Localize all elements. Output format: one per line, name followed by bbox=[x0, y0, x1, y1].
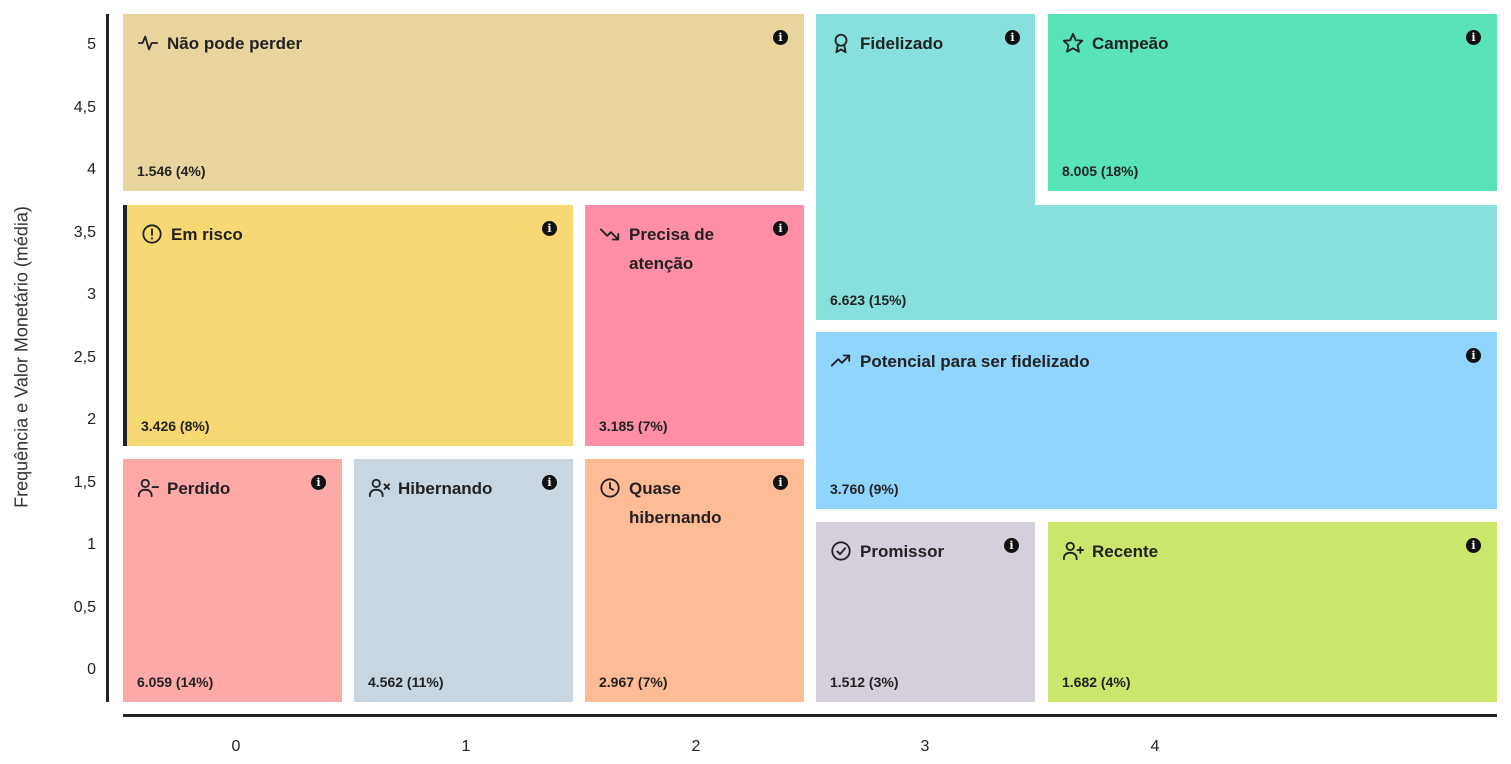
segment-hibernando[interactable]: Hibernando i 4.562 (11%) bbox=[354, 459, 573, 702]
star-icon bbox=[1062, 32, 1084, 53]
segment-campeao[interactable]: Campeão i 8.005 (18%) bbox=[1048, 14, 1497, 191]
segment-header: Recente bbox=[1062, 537, 1457, 566]
segment-nao-pode-perder[interactable]: Não pode perder i 1.546 (4%) bbox=[123, 14, 804, 191]
user-minus-icon bbox=[137, 478, 159, 498]
segment-count: 1.512 (3%) bbox=[830, 674, 899, 690]
y-tick-label: 0 bbox=[87, 661, 96, 678]
info-icon[interactable]: i bbox=[1466, 538, 1481, 553]
segment-name: Hibernando bbox=[398, 479, 493, 498]
segment-header: Perdido bbox=[137, 474, 302, 503]
segment-potencial-para-ser-fidelizado[interactable]: Potencial para ser fidelizado i 3.760 (9%) bbox=[816, 332, 1497, 509]
y-tick-label: 3 bbox=[87, 286, 96, 303]
segment-header: Quase hibernando bbox=[599, 474, 764, 532]
segment-fidelizado[interactable]: Fidelizado i 6.623 (15%) bbox=[816, 14, 1497, 320]
trending-up-icon bbox=[830, 354, 851, 367]
clock-icon bbox=[600, 478, 620, 498]
y-tick-label: 3,5 bbox=[73, 224, 96, 241]
segment-name: Precisa de atenção bbox=[629, 225, 715, 273]
segment-name: Em risco bbox=[171, 225, 243, 244]
segment-fidelizado-part bbox=[816, 205, 1497, 320]
y-tick-label: 4,5 bbox=[73, 99, 96, 116]
info-icon[interactable]: i bbox=[1466, 30, 1481, 45]
y-tick-label: 1,5 bbox=[73, 474, 96, 491]
y-tick-label: 4 bbox=[87, 161, 96, 178]
segment-count: 8.005 (18%) bbox=[1062, 163, 1139, 179]
x-tick-label: 4 bbox=[1150, 738, 1160, 755]
segment-count: 3.426 (8%) bbox=[141, 418, 210, 434]
segment-name: Potencial para ser fidelizado bbox=[860, 352, 1090, 371]
segment-name: Não pode perder bbox=[167, 34, 303, 53]
segment-header: Promissor bbox=[830, 537, 995, 566]
segment-count: 6.059 (14%) bbox=[137, 674, 214, 690]
segment-name: Fidelizado bbox=[860, 34, 944, 53]
x-tick-label: 2 bbox=[691, 738, 701, 755]
segment-name: Quase hibernando bbox=[629, 479, 722, 527]
segment-header: Precisa de atenção bbox=[599, 220, 764, 278]
alert-circle-icon bbox=[142, 224, 162, 244]
segment-precisa-de-atencao[interactable]: Precisa de atenção i 3.185 (7%) bbox=[585, 205, 804, 446]
check-circle-icon bbox=[831, 541, 851, 561]
segment-header: Fidelizado bbox=[830, 29, 943, 58]
y-tick-label: 2,5 bbox=[73, 349, 96, 366]
segment-header: Não pode perder bbox=[137, 29, 764, 58]
segment-quase-hibernando[interactable]: Quase hibernando i 2.967 (7%) bbox=[585, 459, 804, 702]
segment-recente[interactable]: Recente i 1.682 (4%) bbox=[1048, 522, 1497, 702]
y-tick-label: 0,5 bbox=[73, 599, 96, 616]
segment-count: 3.760 (9%) bbox=[830, 481, 899, 497]
segment-name: Promissor bbox=[860, 542, 945, 561]
segment-name: Campeão bbox=[1092, 34, 1169, 53]
activity-icon bbox=[137, 35, 159, 51]
info-icon[interactable]: i bbox=[1004, 538, 1019, 553]
info-icon[interactable]: i bbox=[542, 221, 557, 236]
segment-count: 3.185 (7%) bbox=[599, 418, 668, 434]
segment-header: Potencial para ser fidelizado bbox=[830, 347, 1457, 376]
segment-perdido[interactable]: Perdido i 6.059 (14%) bbox=[123, 459, 342, 702]
segment-count: 2.967 (7%) bbox=[599, 674, 668, 690]
segment-header: Em risco bbox=[141, 220, 533, 249]
user-x-icon bbox=[368, 478, 390, 498]
info-icon[interactable]: i bbox=[773, 475, 788, 490]
info-icon[interactable]: i bbox=[1466, 348, 1481, 363]
info-icon[interactable]: i bbox=[542, 475, 557, 490]
info-icon[interactable]: i bbox=[311, 475, 326, 490]
y-tick-label: 5 bbox=[87, 36, 96, 53]
info-icon[interactable]: i bbox=[1005, 30, 1020, 45]
x-axis-line bbox=[123, 714, 1497, 717]
user-plus-icon bbox=[1062, 541, 1084, 561]
segment-em-risco[interactable]: Em risco i 3.426 (8%) bbox=[123, 205, 573, 446]
segment-count: 1.682 (4%) bbox=[1062, 674, 1131, 690]
segment-count: 1.546 (4%) bbox=[137, 163, 206, 179]
info-icon[interactable]: i bbox=[773, 221, 788, 236]
info-icon[interactable]: i bbox=[773, 30, 788, 45]
y-tick-label: 2 bbox=[87, 411, 96, 428]
trending-down-icon bbox=[599, 228, 620, 241]
segment-header: Hibernando bbox=[368, 474, 533, 503]
y-tick-label: 1 bbox=[87, 536, 96, 553]
segment-count: 6.623 (15%) bbox=[830, 292, 907, 308]
y-axis-line bbox=[106, 14, 109, 702]
x-tick-label: 1 bbox=[461, 738, 471, 755]
segment-name: Recente bbox=[1092, 542, 1159, 561]
segment-count: 4.562 (11%) bbox=[368, 674, 444, 690]
x-tick-label: 3 bbox=[920, 738, 930, 755]
segment-name: Perdido bbox=[167, 479, 231, 498]
segment-promissor[interactable]: Promissor i 1.512 (3%) bbox=[816, 522, 1035, 702]
x-tick-label: 0 bbox=[231, 738, 241, 755]
award-icon bbox=[834, 33, 848, 54]
segment-header: Campeão bbox=[1062, 29, 1457, 58]
